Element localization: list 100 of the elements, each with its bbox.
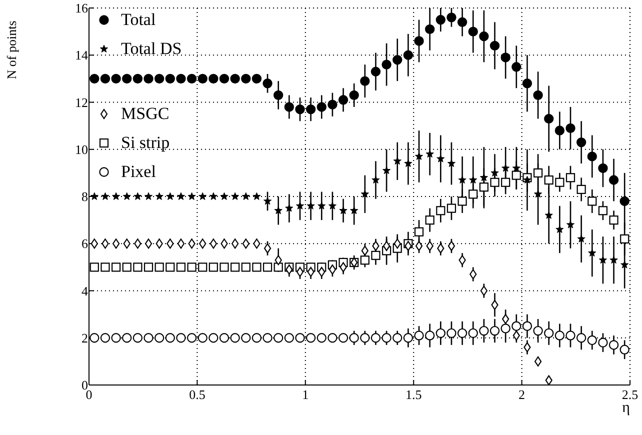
point bbox=[208, 74, 218, 84]
point bbox=[587, 335, 597, 346]
point bbox=[90, 262, 99, 272]
point bbox=[544, 114, 554, 124]
legend-label: Total bbox=[121, 10, 156, 30]
point bbox=[328, 333, 338, 343]
legend-label: MSGC bbox=[121, 104, 170, 124]
point bbox=[262, 333, 272, 343]
point bbox=[220, 262, 229, 272]
point bbox=[166, 192, 174, 200]
point bbox=[316, 102, 326, 112]
point bbox=[469, 176, 478, 184]
point bbox=[123, 238, 130, 249]
point bbox=[262, 78, 272, 88]
point bbox=[424, 330, 435, 340]
point bbox=[252, 192, 261, 200]
point bbox=[598, 163, 608, 174]
point bbox=[588, 248, 596, 257]
point bbox=[318, 202, 326, 210]
point bbox=[274, 255, 282, 266]
point bbox=[274, 90, 284, 100]
point bbox=[156, 238, 163, 249]
point bbox=[166, 262, 175, 272]
point bbox=[122, 333, 132, 343]
point bbox=[90, 238, 98, 249]
point bbox=[458, 255, 466, 266]
point bbox=[176, 333, 186, 343]
point bbox=[262, 262, 272, 272]
point bbox=[490, 40, 500, 51]
point bbox=[576, 333, 586, 343]
x-tick-label: 1 bbox=[302, 387, 309, 402]
point bbox=[458, 196, 467, 206]
point bbox=[436, 154, 445, 162]
point bbox=[186, 74, 197, 84]
point bbox=[576, 137, 586, 148]
x-tick-label: 1.5 bbox=[405, 387, 422, 402]
point bbox=[306, 333, 316, 343]
point bbox=[295, 333, 305, 343]
point bbox=[414, 227, 424, 236]
point bbox=[252, 333, 262, 343]
point bbox=[350, 206, 358, 214]
point bbox=[231, 192, 240, 200]
point bbox=[424, 24, 435, 34]
point bbox=[176, 74, 186, 84]
legend-label: Pixel bbox=[121, 162, 156, 182]
point bbox=[392, 333, 402, 343]
point bbox=[154, 262, 164, 272]
point bbox=[426, 150, 434, 158]
point bbox=[284, 333, 294, 343]
point bbox=[448, 240, 456, 252]
point bbox=[436, 328, 446, 338]
point bbox=[372, 176, 380, 184]
point bbox=[620, 344, 630, 355]
point bbox=[241, 333, 251, 343]
point bbox=[220, 238, 228, 249]
point bbox=[608, 340, 619, 350]
point bbox=[111, 74, 121, 84]
point bbox=[102, 238, 109, 249]
point bbox=[404, 159, 412, 167]
point bbox=[349, 90, 359, 100]
point bbox=[436, 206, 446, 216]
point bbox=[468, 190, 478, 199]
point bbox=[447, 159, 456, 167]
y-tick-label: 10 bbox=[75, 142, 88, 157]
point bbox=[90, 192, 98, 200]
point bbox=[576, 184, 586, 194]
point bbox=[230, 333, 240, 343]
point bbox=[360, 256, 370, 265]
point bbox=[165, 74, 175, 84]
point bbox=[437, 243, 444, 254]
point bbox=[544, 175, 554, 185]
point bbox=[230, 262, 240, 272]
point bbox=[328, 202, 337, 210]
point bbox=[393, 156, 402, 165]
point bbox=[620, 260, 629, 268]
point bbox=[252, 262, 262, 272]
point bbox=[210, 238, 217, 249]
point bbox=[523, 176, 532, 184]
point bbox=[166, 238, 174, 249]
point bbox=[338, 333, 348, 343]
point bbox=[133, 262, 142, 272]
point bbox=[566, 330, 576, 340]
y-tick-label: 6 bbox=[82, 236, 88, 252]
point bbox=[219, 74, 230, 84]
point bbox=[219, 333, 230, 343]
point bbox=[134, 192, 142, 200]
point bbox=[122, 262, 132, 272]
point bbox=[500, 324, 510, 334]
point bbox=[208, 333, 218, 343]
y-tick-label: 14 bbox=[75, 48, 88, 63]
point bbox=[198, 74, 208, 84]
y-tick-label: 2 bbox=[82, 330, 88, 346]
point bbox=[177, 238, 185, 249]
point bbox=[360, 190, 369, 198]
point bbox=[112, 238, 120, 249]
point bbox=[90, 74, 100, 84]
point bbox=[512, 170, 521, 180]
point bbox=[522, 321, 532, 331]
point bbox=[490, 326, 500, 336]
point bbox=[480, 173, 488, 182]
